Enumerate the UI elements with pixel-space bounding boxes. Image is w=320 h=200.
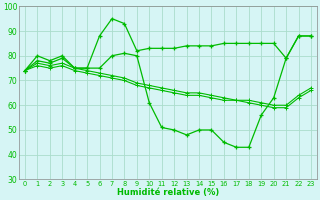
X-axis label: Humidité relative (%): Humidité relative (%) (117, 188, 219, 197)
